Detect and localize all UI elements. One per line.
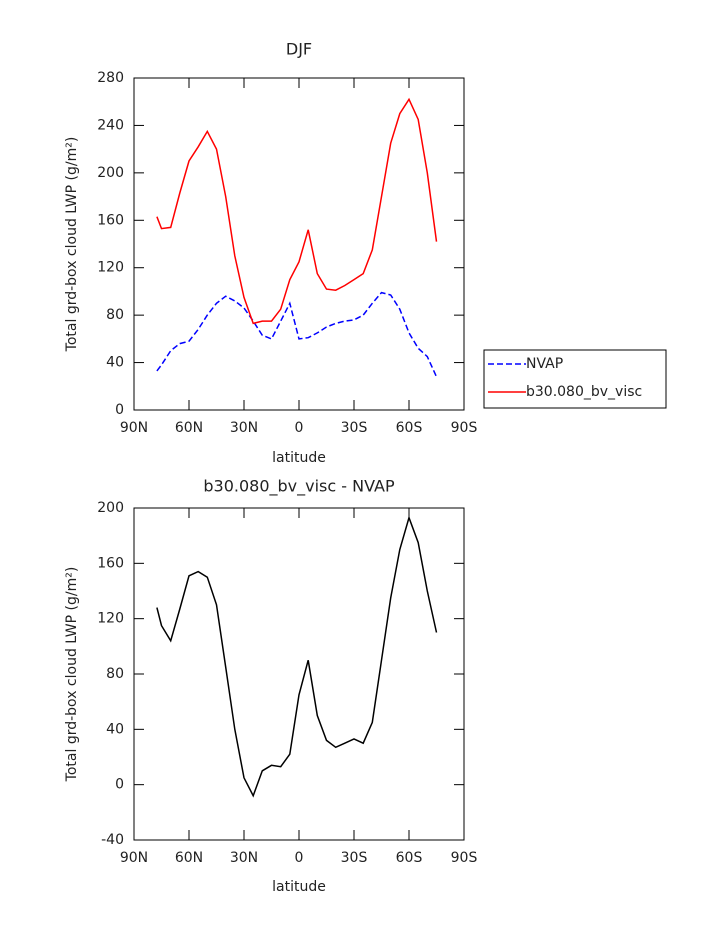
x-tick-label: 90S: [451, 420, 478, 436]
x-tick-label: 60N: [175, 850, 203, 866]
y-tick-label: 240: [97, 117, 124, 133]
x-tick-label: 0: [295, 420, 304, 436]
x-tick-label: 60S: [396, 420, 423, 436]
chart-title: b30.080_bv_visc - NVAP: [203, 477, 395, 497]
x-tick-label: 60N: [175, 420, 203, 436]
x-tick-label: 90N: [120, 850, 148, 866]
x-tick-label: 90S: [451, 850, 478, 866]
y-tick-label: 0: [115, 777, 124, 793]
plot-frame: [133, 77, 465, 411]
legend-label: NVAP: [526, 356, 563, 372]
y-tick-label: 40: [106, 355, 124, 371]
y-axis-label: Total grd-box cloud LWP (g/m²): [64, 137, 80, 353]
x-tick-label: 60S: [396, 850, 423, 866]
y-tick-label: 120: [97, 611, 124, 627]
y-tick-label: 200: [97, 500, 124, 516]
y-tick-label: 40: [106, 721, 124, 737]
data-line: [156, 515, 438, 798]
chart-title: DJF: [286, 40, 312, 59]
y-tick-label: 120: [97, 260, 124, 276]
y-tick-label: -40: [101, 832, 124, 848]
y-tick-label: 280: [97, 70, 124, 86]
y-tick-label: 200: [97, 165, 124, 181]
data-line: [156, 97, 438, 325]
x-tick-label: 90N: [120, 420, 148, 436]
x-tick-label: 30N: [230, 850, 258, 866]
x-tick-label: 30N: [230, 420, 258, 436]
x-axis-label: latitude: [272, 450, 326, 466]
legend-box: [483, 349, 667, 409]
plot-frame: [133, 507, 465, 841]
y-tick-label: 80: [106, 666, 124, 682]
data-line: [156, 291, 438, 378]
y-tick-label: 160: [97, 555, 124, 571]
x-tick-label: 30S: [341, 850, 368, 866]
legend-label: b30.080_bv_visc: [526, 384, 642, 400]
y-tick-label: 0: [115, 402, 124, 418]
y-tick-label: 80: [106, 307, 124, 323]
y-tick-label: 160: [97, 212, 124, 228]
y-axis-label: Total grd-box cloud LWP (g/m²): [64, 567, 80, 783]
x-axis-label: latitude: [272, 879, 326, 895]
x-tick-label: 30S: [341, 420, 368, 436]
x-tick-label: 0: [295, 850, 304, 866]
